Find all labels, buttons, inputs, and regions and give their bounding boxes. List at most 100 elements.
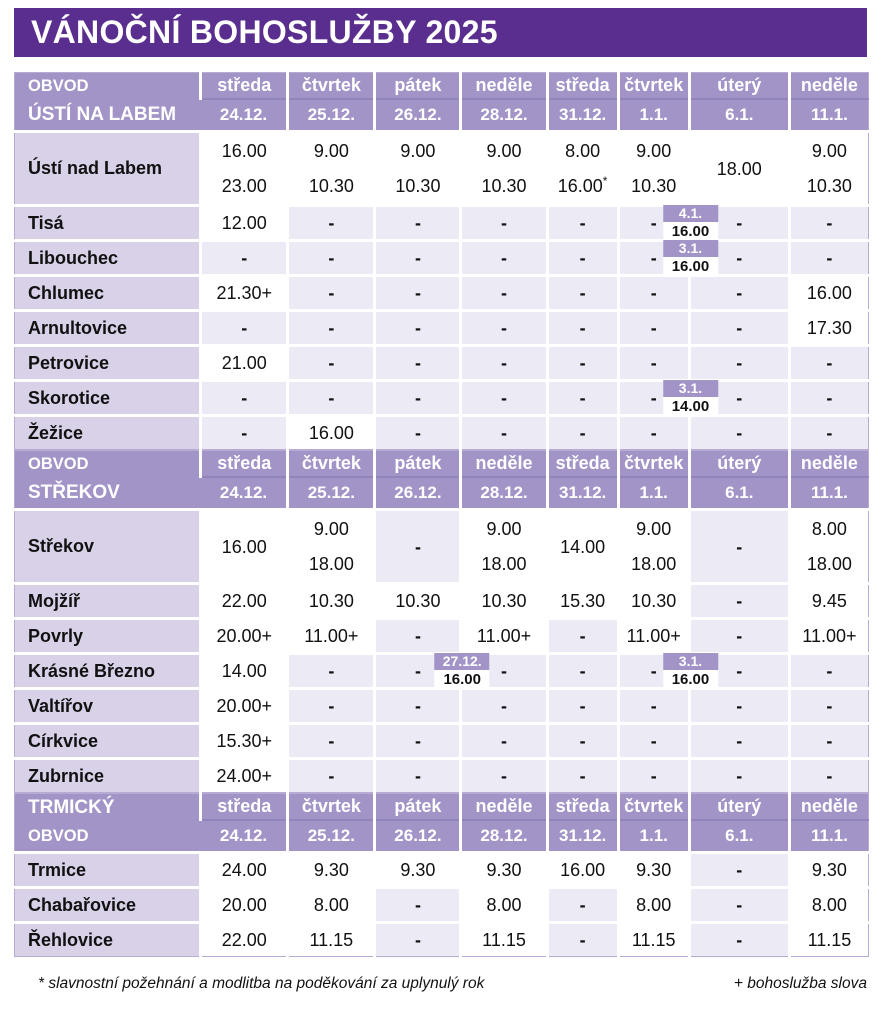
no-service-dash: - <box>241 388 248 408</box>
no-service-dash: - <box>328 248 335 268</box>
time-list: 8.00 <box>791 889 868 921</box>
empty-cell: - <box>199 380 288 417</box>
time-list: 10.30 <box>289 585 373 617</box>
column-day-header: středa <box>199 793 288 821</box>
empty-cell: - <box>787 345 869 382</box>
empty-cell: - <box>373 922 461 957</box>
time-list: 11.15 <box>791 924 868 956</box>
time-cell: 9.00 18.00 <box>616 509 690 585</box>
badge-date: 3.1. <box>662 653 718 670</box>
no-service-dash: - <box>414 388 421 408</box>
time-list: 18.00 <box>691 133 788 204</box>
time-list: 9.30 <box>462 854 545 886</box>
time-list: - <box>376 690 459 722</box>
footnote-asterisk: * slavnostní požehnání a modlitba na pod… <box>38 975 485 992</box>
service-time: 11.00+ <box>626 626 681 646</box>
empty-cell: - <box>545 275 619 312</box>
time-list: 9.00 18.00 <box>620 511 688 582</box>
service-time: 9.00 <box>400 140 436 161</box>
no-service-dash: - <box>826 661 833 681</box>
time-list: - <box>791 760 868 792</box>
no-service-dash: - <box>826 731 833 751</box>
place-name: Mojžíř <box>14 583 201 620</box>
time-cell: 9.30 <box>616 852 690 889</box>
time-list: - <box>462 277 545 309</box>
empty-cell: - <box>373 415 461 450</box>
empty-cell: - <box>199 240 288 277</box>
service-time: 9.45 <box>811 591 847 611</box>
column-day-header: čtvrtek <box>616 450 690 478</box>
column-day-header: středa <box>545 450 619 478</box>
time-list: - <box>791 655 868 687</box>
empty-cell: - <box>687 509 790 585</box>
no-service-dash: - <box>736 318 743 338</box>
empty-cell: - <box>373 380 461 417</box>
time-list: 8.00 18.00 <box>791 511 868 582</box>
empty-cell: -3.1. 16.00 <box>616 240 718 277</box>
service-time: 18.00 <box>716 158 762 179</box>
time-cell: 11.15 <box>459 922 548 957</box>
time-list: 11.15 <box>289 924 373 956</box>
time-list: - <box>289 312 373 344</box>
empty-cell: - <box>286 205 375 242</box>
service-time: 9.00 <box>313 518 349 539</box>
time-list: 8.00 <box>289 889 373 921</box>
empty-cell: - <box>545 688 619 725</box>
time-cell: 10.30 <box>616 583 690 620</box>
empty-cell: - <box>373 345 461 382</box>
no-service-dash: - <box>736 696 743 716</box>
service-time: 16.00 <box>806 283 852 303</box>
empty-cell: - <box>286 240 375 277</box>
column-day-header: pátek <box>373 72 461 100</box>
empty-cell: - <box>459 415 548 450</box>
time-cell: 22.00 <box>199 583 288 620</box>
empty-cell: - <box>787 380 869 417</box>
time-cell: 16.00 <box>787 275 869 312</box>
service-time: 9.30 <box>400 860 436 880</box>
time-list: - <box>376 417 459 449</box>
empty-cell: - <box>373 723 461 760</box>
no-service-dash: - <box>736 388 743 408</box>
no-service-dash: - <box>736 661 743 681</box>
table-row: Církvice 15.30+ - - - - - - - <box>14 723 869 760</box>
service-time: 11.00+ <box>476 626 532 646</box>
time-cell: 11.15 <box>787 922 869 957</box>
no-service-dash: - <box>501 388 508 408</box>
time-list: - <box>691 854 788 886</box>
time-cell: 9.30 <box>373 852 461 889</box>
time-cell: 11.15 <box>286 922 375 957</box>
empty-cell: - <box>787 758 869 793</box>
no-service-dash: - <box>579 731 586 751</box>
empty-cell: - <box>545 415 619 450</box>
empty-cell: - <box>616 723 690 760</box>
time-list: 11.00+ <box>791 620 868 652</box>
empty-cell: - <box>459 275 548 312</box>
time-list: - <box>691 312 788 344</box>
no-service-dash: - <box>414 318 421 338</box>
time-cell: 9.30 <box>787 852 869 889</box>
service-time: 16.00 <box>221 536 267 557</box>
no-service-dash: - <box>826 696 833 716</box>
page-title: VÁNOČNÍ BOHOSLUŽBY 2025 <box>31 14 498 50</box>
time-list: - <box>376 889 459 921</box>
place-name: Tisá <box>14 205 201 242</box>
time-list: 16.00 <box>202 511 286 582</box>
time-list: - <box>549 347 617 379</box>
place-name: Zubrnice <box>14 758 201 793</box>
time-cell: 9.30 <box>286 852 375 889</box>
service-time: 16.00 <box>560 860 606 880</box>
badge-time: 16.00 <box>662 257 718 276</box>
time-list: - <box>620 417 688 449</box>
time-cell: 16.00 <box>199 509 288 585</box>
no-service-dash: - <box>826 388 833 408</box>
time-list: - <box>462 242 545 274</box>
service-time: 10.30 <box>806 176 852 197</box>
service-time: 15.30+ <box>216 731 273 751</box>
time-cell: 10.30 <box>459 583 548 620</box>
time-cell: 8.00 <box>616 887 690 924</box>
column-day-header: středa <box>545 793 619 821</box>
service-time: 21.30+ <box>216 283 273 303</box>
column-date-header: 6.1. <box>687 820 790 854</box>
time-cell: 15.30 <box>545 583 619 620</box>
time-list: - <box>289 655 373 687</box>
